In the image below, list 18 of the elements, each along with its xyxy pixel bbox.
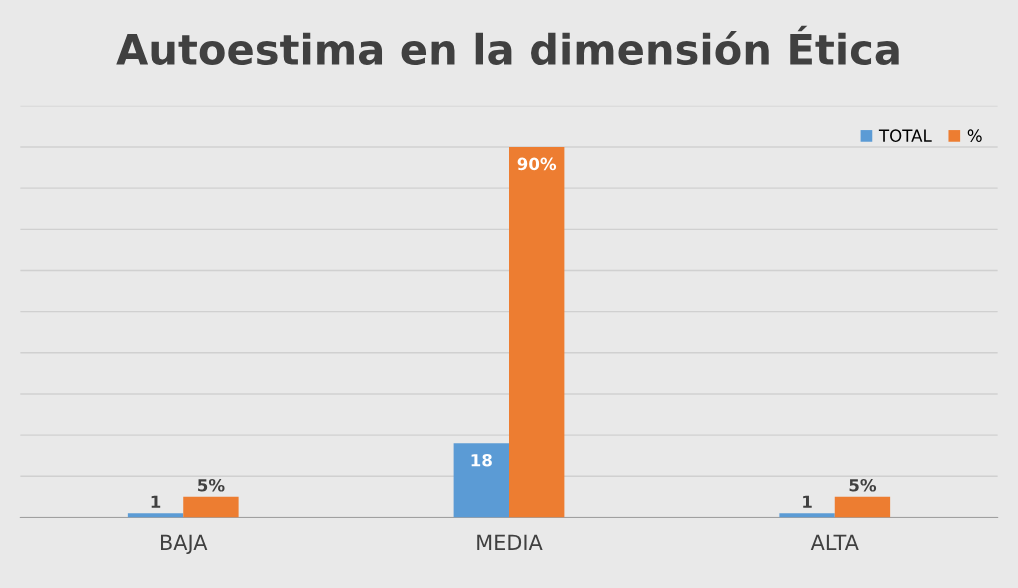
data-label: 1: [151, 495, 161, 508]
bar: [183, 496, 239, 518]
x-tick-label: MEDIA: [477, 534, 543, 550]
chart-title: Autoestima en la dimensión Ética: [116, 25, 899, 66]
x-tick-label: ALTA: [810, 534, 859, 550]
data-label: 18: [471, 453, 492, 467]
data-label: 5%: [849, 478, 877, 492]
data-label: 5%: [198, 478, 225, 492]
bar: [127, 513, 184, 518]
data-label: 90%: [517, 157, 557, 171]
bar: [453, 443, 509, 518]
bar: [834, 496, 891, 518]
data-label: 1: [803, 495, 812, 508]
legend-label: TOTAL: [878, 129, 932, 142]
bar: [779, 513, 835, 518]
x-tick-label: BAJA: [161, 534, 208, 555]
legend-label: %: [967, 129, 982, 142]
bar: [509, 147, 565, 518]
